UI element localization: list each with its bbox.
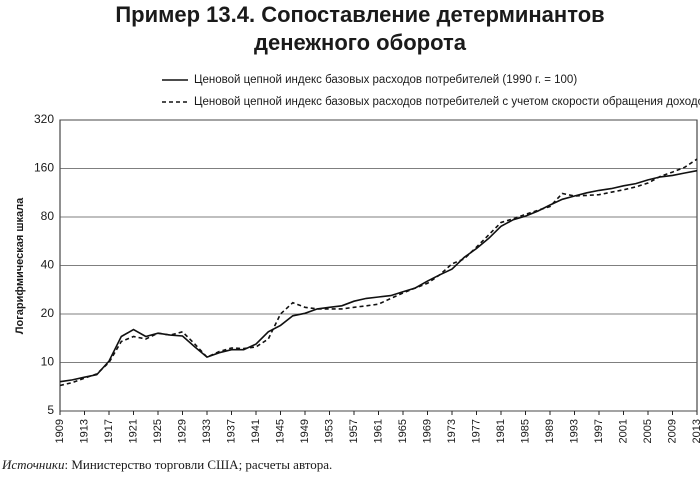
x-tick-label: 1973: [446, 419, 458, 443]
x-tick-label: 1981: [495, 419, 507, 443]
source-label: Источники: [1, 457, 65, 472]
x-tick-label: 1913: [78, 419, 90, 443]
x-tick-label: 1953: [323, 419, 335, 443]
y-tick-label: 10: [41, 355, 55, 369]
x-tick-label: 2001: [617, 419, 629, 443]
legend-label: Ценовой цепной индекс базовых расходов п…: [194, 74, 577, 86]
y-tick-label: 320: [34, 112, 54, 126]
x-tick-label: 1965: [397, 419, 409, 443]
x-tick-label: 1925: [152, 419, 164, 443]
source-text: : Министерство торговли США; расчеты авт…: [64, 457, 332, 472]
x-tick-label: 2005: [642, 419, 654, 443]
x-tick-label: 1945: [274, 419, 286, 443]
legend-label: Ценовой цепной индекс базовых расходов п…: [194, 96, 700, 108]
chart-title: Пример 13.4. Сопоставление детерминантов: [115, 2, 604, 27]
x-tick-label: 1949: [299, 419, 311, 443]
x-tick-label: 1969: [421, 419, 433, 443]
x-tick-label: 1993: [568, 419, 580, 443]
x-tick-label: 1937: [225, 419, 237, 443]
x-tick-label: 1909: [54, 419, 66, 443]
x-tick-label: 2009: [666, 419, 678, 443]
x-tick-label: 1961: [372, 419, 384, 443]
x-tick-label: 1985: [519, 419, 531, 443]
y-axis-label: Логарифмическая шкала: [14, 197, 26, 334]
x-tick-label: 1957: [348, 419, 360, 443]
x-tick-label: 1921: [127, 419, 139, 443]
x-tick-label: 1941: [250, 419, 262, 443]
series-line: [59, 169, 698, 383]
x-tick-label: 1933: [201, 419, 213, 443]
series-line: [59, 158, 698, 387]
chart-title: денежного оборота: [254, 30, 467, 55]
y-tick-label: 160: [34, 161, 54, 175]
y-tick-label: 5: [47, 403, 54, 417]
x-tick-label: 2013: [691, 419, 700, 443]
x-tick-label: 1989: [544, 419, 556, 443]
x-tick-label: 1917: [103, 419, 115, 443]
y-tick-label: 20: [41, 306, 55, 320]
y-tick-label: 40: [41, 258, 55, 272]
y-tick-label: 80: [41, 209, 55, 223]
x-tick-label: 1977: [470, 419, 482, 443]
x-tick-label: 1929: [176, 419, 188, 443]
source: Источники: Министерство торговли США; ра…: [1, 457, 332, 472]
x-tick-label: 1997: [593, 419, 605, 443]
